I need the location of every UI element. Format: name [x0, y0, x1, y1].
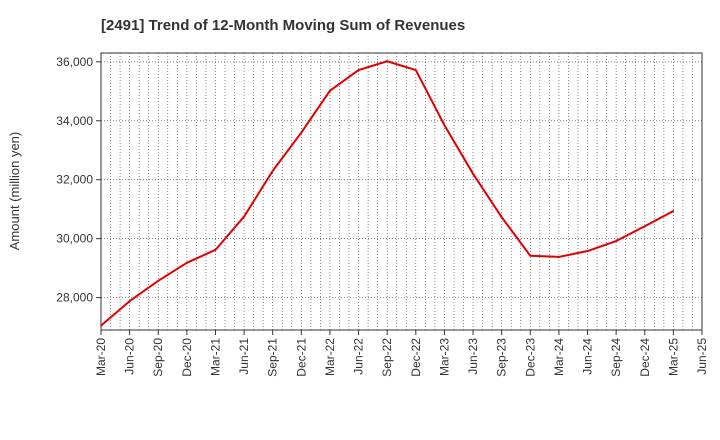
data-point [243, 215, 245, 218]
x-tick-labels: Mar-20 Jun-20 Sep-20 Dec-20 Mar-21 Jun-21 Sep-… [94, 338, 709, 377]
x-tick-label: Jun-24 [581, 338, 595, 375]
x-tick-label: Jun-21 [237, 338, 251, 375]
x-tick-label: Sep-23 [495, 338, 509, 377]
series-layer [100, 60, 675, 327]
x-tick-label: Sep-24 [609, 338, 623, 377]
data-point [443, 124, 446, 126]
y-tick-label: 36,000 [56, 55, 93, 69]
data-point [100, 324, 102, 327]
x-tick-label: Dec-20 [180, 338, 194, 377]
x-tick-label: Mar-22 [323, 338, 337, 376]
chart-title: [2491] Trend of 12-Month Moving Sum of R… [101, 17, 465, 34]
x-tick-label: Mar-23 [437, 338, 451, 376]
data-point [214, 249, 217, 251]
x-tick-label: Sep-22 [380, 338, 394, 377]
data-point [186, 262, 188, 264]
data-point [128, 300, 131, 302]
data-point [415, 69, 417, 71]
y-tick-label: 34,000 [56, 114, 93, 128]
x-tick-label: Mar-24 [552, 338, 566, 376]
data-point [643, 225, 646, 228]
data-point [386, 60, 388, 63]
y-tick-label: 30,000 [56, 232, 93, 246]
data-point [615, 240, 617, 242]
data-point [558, 256, 560, 258]
y-tick-label: 32,000 [56, 173, 93, 187]
data-point [357, 69, 360, 71]
x-tick-label: Sep-20 [151, 338, 165, 377]
y-axis-label: Amount (million yen) [7, 132, 22, 251]
x-tick-label: Sep-21 [266, 338, 280, 377]
y-tick-label: 28,000 [56, 291, 93, 305]
axes [96, 52, 703, 335]
x-tick-label: Jun-23 [466, 338, 480, 375]
data-point [300, 131, 303, 134]
x-tick-label: Dec-21 [294, 338, 308, 377]
x-tick-label: Mar-25 [666, 338, 680, 376]
series-line [100, 60, 674, 327]
plot-border [100, 52, 703, 331]
data-point [529, 254, 532, 257]
grid [101, 53, 702, 330]
data-point [586, 250, 589, 252]
x-tick-label: Mar-20 [94, 338, 108, 376]
x-tick-label: Jun-22 [352, 338, 366, 375]
x-tick-label: Dec-24 [638, 338, 652, 377]
x-tick-label: Jun-20 [123, 338, 137, 375]
x-tick-label: Dec-22 [409, 338, 423, 377]
x-tick-label: Mar-21 [208, 338, 222, 376]
data-point [500, 216, 503, 218]
y-tick-labels: 28,000 30,000 32,000 34,000 36,000 [56, 55, 93, 305]
x-tick-label: Dec-23 [523, 338, 537, 377]
x-tick-label: Jun-25 [695, 338, 709, 375]
data-point [472, 173, 474, 175]
data-point [271, 170, 274, 172]
data-point [672, 210, 675, 212]
data-point [157, 279, 160, 282]
data-point [329, 89, 331, 92]
